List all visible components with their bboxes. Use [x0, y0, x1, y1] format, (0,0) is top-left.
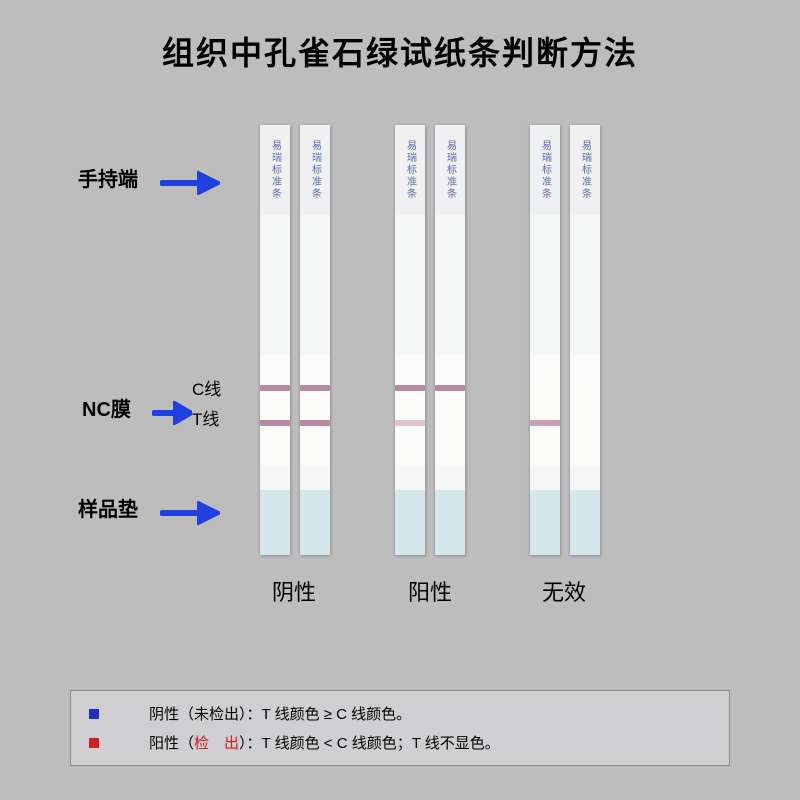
test-strip: 易瑞标准条: [530, 125, 560, 555]
sample-pad: [260, 490, 290, 555]
test-strip: 易瑞标准条: [435, 125, 465, 555]
page-title: 组织中孔雀石绿试纸条判断方法: [0, 0, 800, 74]
strip-handle: 易瑞标准条: [395, 125, 425, 215]
arrow-icon: [160, 501, 220, 525]
strip-handle-text: 易瑞标准条: [578, 140, 593, 200]
arrow-icon: [152, 401, 192, 425]
strip-handle: 易瑞标准条: [435, 125, 465, 215]
strip-handle-text: 易瑞标准条: [268, 140, 283, 200]
sample-pad: [395, 490, 425, 555]
legend-text: 阴性（未检出）：T 线颜色 ≥ C 线颜色。: [149, 703, 411, 724]
strip-handle: 易瑞标准条: [570, 125, 600, 215]
label-sample-pad: 样品垫: [78, 493, 138, 522]
t-line: [300, 420, 330, 426]
legend-text: 阳性（检 出）：T 线颜色 < C 线颜色；T 线不显色。: [149, 732, 500, 753]
result-label: 无效: [542, 575, 586, 607]
strip-handle: 易瑞标准条: [260, 125, 290, 215]
label-t-line: T线: [192, 405, 219, 430]
legend-row-positive: 阳性（检 出）：T 线颜色 < C 线颜色；T 线不显色。: [89, 732, 711, 753]
nc-membrane: [530, 355, 560, 465]
test-strip: 易瑞标准条: [570, 125, 600, 555]
t-line: [530, 420, 560, 426]
label-c-line: C线: [192, 375, 221, 400]
c-line: [435, 385, 465, 391]
strip-handle: 易瑞标准条: [530, 125, 560, 215]
c-line: [300, 385, 330, 391]
label-handle: 手持端: [78, 163, 138, 192]
sample-pad: [570, 490, 600, 555]
c-line: [395, 385, 425, 391]
diagram-area: 手持端 NC膜 C线 T线 样品垫 易瑞标准条 易瑞标准条 易瑞标准条 易瑞标准条 易瑞…: [0, 115, 800, 675]
strip-handle-text: 易瑞标准条: [308, 140, 323, 200]
legend-row-negative: 阴性（未检出）：T 线颜色 ≥ C 线颜色。: [89, 703, 711, 724]
dot-icon: [89, 709, 99, 719]
sample-pad: [300, 490, 330, 555]
result-label: 阴性: [272, 575, 316, 607]
c-line: [260, 385, 290, 391]
dot-icon: [89, 738, 99, 748]
strip-handle-text: 易瑞标准条: [443, 140, 458, 200]
strip-handle-text: 易瑞标准条: [403, 140, 418, 200]
label-nc: NC膜: [82, 393, 131, 422]
nc-membrane: [435, 355, 465, 465]
sample-pad: [435, 490, 465, 555]
result-label: 阳性: [408, 575, 452, 607]
strip-handle: 易瑞标准条: [300, 125, 330, 215]
test-strip: 易瑞标准条: [260, 125, 290, 555]
strip-handle-text: 易瑞标准条: [538, 140, 553, 200]
test-strip: 易瑞标准条: [395, 125, 425, 555]
t-line: [395, 420, 425, 426]
t-line: [260, 420, 290, 426]
legend-box: 阴性（未检出）：T 线颜色 ≥ C 线颜色。 阳性（检 出）：T 线颜色 < C…: [70, 690, 730, 766]
test-strip: 易瑞标准条: [300, 125, 330, 555]
nc-membrane: [260, 355, 290, 465]
sample-pad: [530, 490, 560, 555]
nc-membrane: [300, 355, 330, 465]
nc-membrane: [570, 355, 600, 465]
nc-membrane: [395, 355, 425, 465]
arrow-icon: [160, 171, 220, 195]
